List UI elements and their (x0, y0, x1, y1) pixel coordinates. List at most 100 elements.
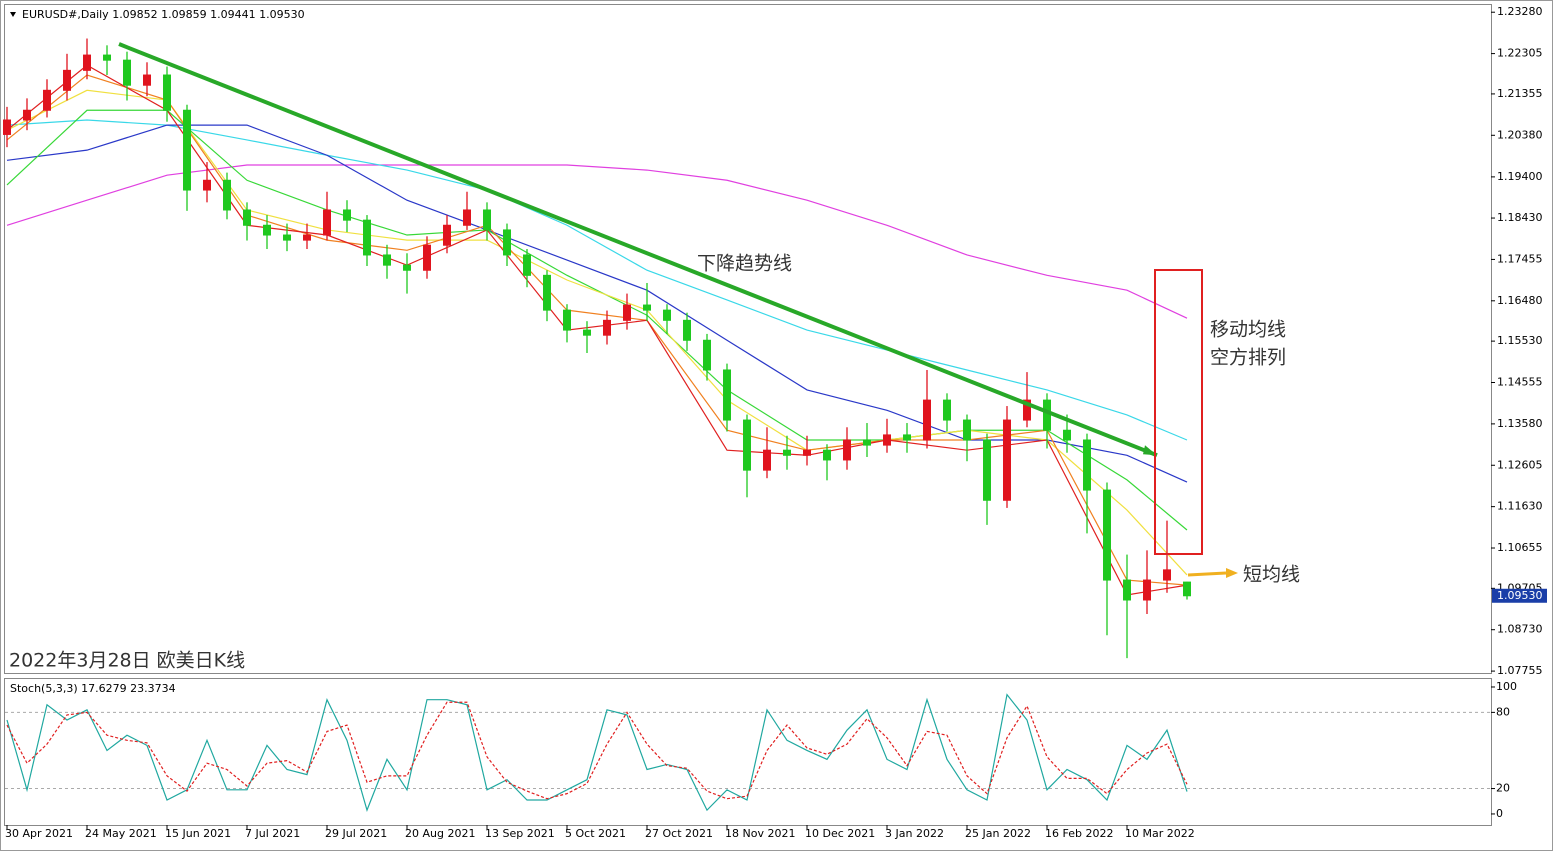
trendline-arrow (1143, 445, 1157, 456)
menu-triangle (10, 12, 16, 17)
candle-body (983, 439, 991, 501)
y-tick-label: 1.22305 (1497, 47, 1543, 60)
candle-body (63, 69, 71, 91)
candle-body (623, 304, 631, 321)
trendline (118, 42, 1158, 458)
candle-body (343, 209, 351, 221)
stoch-title: Stoch(5,3,3) 17.6279 23.3734 (10, 682, 176, 695)
candle-body (523, 254, 531, 276)
candle-body (963, 419, 971, 441)
price-label-bg (1492, 588, 1547, 603)
candle-body (283, 234, 291, 241)
x-tick-label: 25 Jan 2022 (965, 827, 1031, 840)
y-tick-label: 1.12605 (1497, 458, 1543, 471)
y-tick-label: 1.21355 (1497, 87, 1543, 100)
candle-body (183, 109, 191, 191)
candle-body (23, 109, 31, 121)
candle-body (603, 319, 611, 336)
candle-body (823, 449, 831, 461)
moving-average (6, 119, 1188, 441)
arrow (1187, 571, 1227, 577)
candle-body (803, 449, 811, 456)
candle-body (543, 274, 551, 311)
y-tick-label: 100 (1496, 680, 1517, 693)
annotation: 2022年3月28日 欧美日K线 (9, 650, 245, 672)
candle-body (503, 229, 511, 256)
candle-body (1063, 429, 1071, 441)
candle-body (363, 219, 371, 256)
arrow-head (1226, 568, 1238, 578)
candle-body (243, 209, 251, 226)
x-tick-label: 15 Jun 2021 (165, 827, 231, 840)
x-tick-label: 24 May 2021 (85, 827, 157, 840)
y-tick-label: 1.23280 (1497, 5, 1543, 18)
x-tick-label: 29 Jul 2021 (325, 827, 387, 840)
candle-body (323, 209, 331, 236)
candle-body (263, 224, 271, 236)
plot-layer (3, 38, 1191, 659)
candle-body (123, 59, 131, 86)
annotation: 下降趋势线 (697, 253, 792, 275)
candle-body (303, 234, 311, 241)
candle-body (943, 399, 951, 421)
candle-body (203, 179, 211, 191)
candle-body (563, 309, 571, 331)
candle-body (443, 224, 451, 246)
candle-body (783, 449, 791, 456)
y-tick-label: 1.20380 (1497, 128, 1543, 141)
candle-body (43, 89, 51, 111)
y-tick-label: 1.19400 (1497, 170, 1543, 183)
candle-body (83, 54, 91, 71)
candle-body (723, 369, 731, 421)
highlight-box (1154, 269, 1203, 555)
candle-body (1043, 399, 1051, 431)
y-tick-label: 20 (1496, 782, 1510, 795)
candle-body (1143, 579, 1151, 601)
x-tick-label: 20 Aug 2021 (405, 827, 475, 840)
candle-body (1163, 569, 1171, 581)
candle-body (903, 434, 911, 441)
y-tick-label: 1.13580 (1497, 417, 1543, 430)
y-tick-label: 1.18430 (1497, 211, 1543, 224)
candle-body (743, 419, 751, 471)
annotation: 短均线 (1243, 564, 1300, 586)
x-tick-label: 27 Oct 2021 (645, 827, 713, 840)
y-tick-label: 0 (1496, 807, 1503, 820)
candle-body (483, 209, 491, 231)
candle-body (683, 319, 691, 341)
annotation: 空方排列 (1210, 347, 1286, 369)
candle-body (763, 449, 771, 471)
y-tick-label: 1.10655 (1497, 541, 1543, 554)
x-tick-label: 13 Sep 2021 (485, 827, 555, 840)
candle-body (103, 54, 111, 61)
main-panel (4, 4, 1492, 674)
candle-body (423, 244, 431, 271)
candle-body (383, 254, 391, 266)
candle-body (1103, 489, 1111, 581)
stoch-panel (4, 678, 1492, 826)
y-tick-label: 1.16480 (1497, 294, 1543, 307)
x-tick-label: 10 Dec 2021 (805, 827, 875, 840)
x-tick-label: 16 Feb 2022 (1045, 827, 1113, 840)
y-tick-label: 1.17455 (1497, 252, 1543, 265)
y-tick-label: 1.15530 (1497, 334, 1543, 347)
chart-title: EURUSD#,Daily 1.09852 1.09859 1.09441 1.… (22, 8, 305, 21)
candle-body (663, 309, 671, 321)
x-tick-label: 3 Jan 2022 (885, 827, 944, 840)
x-tick-label: 18 Nov 2021 (725, 827, 795, 840)
candle-body (1183, 581, 1191, 597)
candle-body (863, 439, 871, 446)
candle-body (1023, 399, 1031, 421)
candle-body (403, 264, 411, 271)
x-tick-label: 7 Jul 2021 (245, 827, 300, 840)
candle-body (843, 439, 851, 461)
y-tick-label: 1.07755 (1497, 664, 1543, 677)
candle-body (703, 339, 711, 371)
annotation: 移动均线 (1210, 319, 1286, 341)
price-label: 1.09530 (1497, 589, 1543, 602)
candle-body (463, 209, 471, 226)
candle-body (163, 74, 171, 111)
x-tick-label: 5 Oct 2021 (565, 827, 626, 840)
y-tick-label: 1.08730 (1497, 623, 1543, 636)
candle-body (923, 399, 931, 441)
